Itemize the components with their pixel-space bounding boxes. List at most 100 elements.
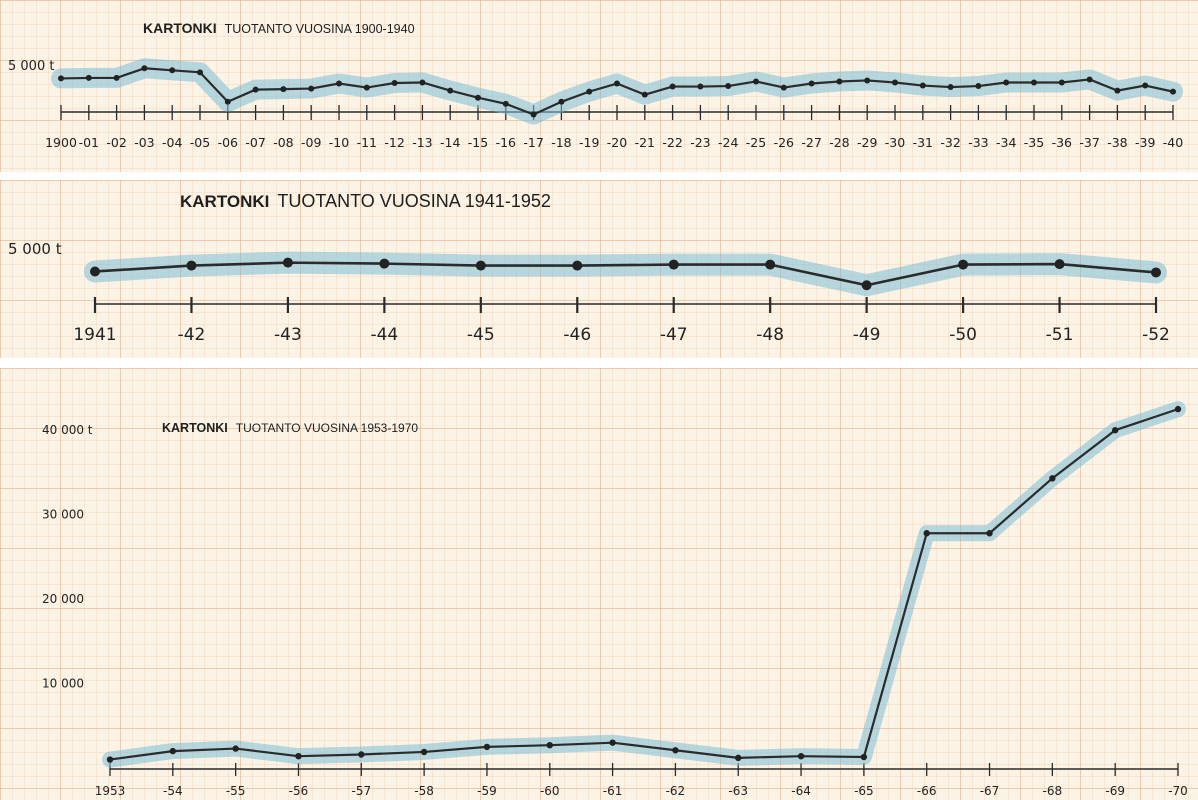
data-point	[1049, 475, 1056, 482]
y-tick-label: 5 000 t	[8, 240, 62, 258]
y-tick-label: 40 000 t	[42, 423, 93, 437]
data-point	[141, 65, 148, 72]
data-point	[672, 747, 679, 754]
x-tick-label: -24	[718, 135, 738, 150]
x-tick-label: -15	[468, 135, 488, 150]
x-tick-label: 1953	[95, 784, 126, 798]
data-point	[586, 88, 593, 95]
data-point	[668, 259, 679, 270]
data-point	[475, 94, 481, 101]
x-tick-label: -19	[579, 135, 599, 150]
x-tick-label: -54	[163, 784, 183, 798]
x-tick-label: -66	[917, 784, 937, 798]
data-point	[232, 745, 239, 752]
x-tick-label: -06	[218, 135, 238, 150]
x-tick-label: -08	[273, 135, 293, 150]
data-point	[280, 86, 287, 93]
y-tick-label: 5 000 t	[8, 59, 54, 74]
x-tick-label: -44	[370, 325, 398, 345]
x-tick-label: -35	[1024, 135, 1044, 150]
chart-1953-1970-svg: KARTONKI TUOTANTO VUOSINA 1953-1970 10 000…	[42, 401, 1188, 798]
data-point	[892, 79, 898, 86]
data-point	[502, 100, 509, 107]
x-tick-label: -68	[1043, 784, 1063, 798]
data-point	[765, 259, 776, 270]
series-line	[94, 261, 1157, 287]
x-tick-label: -07	[245, 135, 265, 150]
x-tick-label: -25	[746, 135, 766, 150]
data-point	[986, 530, 993, 537]
data-point	[391, 80, 398, 86]
data-point	[735, 754, 742, 762]
data-point	[295, 752, 302, 760]
y-tick-label: 20 000	[42, 592, 84, 606]
x-tick-label: -59	[477, 784, 497, 798]
x-tick-label: -70	[1168, 784, 1188, 798]
data-point	[808, 80, 815, 87]
x-tick-label: -16	[496, 135, 516, 150]
x-tick-label: -04	[162, 135, 182, 150]
chart-1953-1970: KARTONKI TUOTANTO VUOSINA 1953-1970 10 000…	[0, 368, 1198, 800]
x-tick-label: -33	[968, 135, 988, 150]
data-point	[797, 752, 805, 760]
x-tick-label: -05	[190, 135, 210, 150]
data-point	[90, 266, 100, 277]
x-tick-label: -30	[885, 135, 905, 150]
data-point	[169, 67, 176, 74]
data-point	[169, 747, 177, 755]
x-tick-label: -01	[79, 135, 99, 150]
data-point	[572, 260, 583, 271]
series-highlight-band	[102, 401, 1186, 768]
x-tick-label: -63	[728, 784, 748, 798]
data-point	[1111, 427, 1119, 434]
chart-1900-1940-svg: KARTONKI TUOTANTO VUOSINA 1900-1940 5 000 …	[8, 20, 1183, 150]
data-point	[420, 748, 428, 756]
x-tick-label: -34	[996, 135, 1016, 150]
data-point	[106, 756, 114, 763]
x-tick-label: -61	[603, 784, 623, 798]
data-point	[1174, 405, 1182, 413]
data-point	[1151, 267, 1161, 278]
data-point	[558, 98, 565, 105]
data-point	[836, 78, 843, 85]
data-point	[197, 69, 203, 76]
data-point	[1170, 88, 1176, 95]
x-tick-label: -03	[134, 135, 154, 150]
x-tick-label: 1941	[73, 325, 116, 345]
y-tick-label: 30 000	[42, 508, 84, 522]
x-tick-label: -60	[540, 784, 560, 798]
x-tick-label: -48	[756, 325, 784, 345]
x-tick-label: -10	[329, 135, 349, 150]
data-point	[614, 80, 620, 87]
data-point	[447, 87, 454, 94]
x-tick-label: -62	[666, 784, 686, 798]
x-tick-label: -42	[178, 325, 206, 345]
data-point	[58, 75, 64, 82]
chart-title-sub: TUOTANTO VUOSINA 1953-1970	[236, 421, 419, 435]
x-tick-label: -47	[660, 325, 688, 345]
x-tick-label: -69	[1105, 784, 1125, 798]
data-point	[1054, 259, 1065, 270]
y-tick-label: 10 000	[42, 677, 84, 691]
data-point	[861, 280, 872, 291]
data-point	[363, 84, 370, 91]
data-point	[697, 83, 704, 90]
series-line	[109, 408, 1179, 761]
chart-1941-1952-svg: KARTONKI TUOTANTO VUOSINA 1941-1952 5 000 …	[8, 191, 1170, 345]
data-point	[860, 753, 868, 761]
x-tick-label: -56	[289, 784, 309, 798]
data-point	[483, 743, 491, 751]
data-point	[186, 260, 197, 271]
x-tick-label: -11	[357, 135, 377, 150]
x-tick-label: -31	[913, 135, 933, 150]
x-tick-label: -58	[414, 784, 434, 798]
x-tick-label: -14	[440, 135, 460, 150]
data-point	[475, 260, 486, 271]
x-tick-label: -13	[412, 135, 432, 150]
data-point	[358, 751, 365, 758]
x-tick-label: -29	[857, 135, 877, 150]
data-point	[85, 74, 92, 81]
x-tick-label: -52	[1142, 325, 1170, 345]
data-point	[282, 257, 293, 268]
data-point	[947, 84, 954, 91]
